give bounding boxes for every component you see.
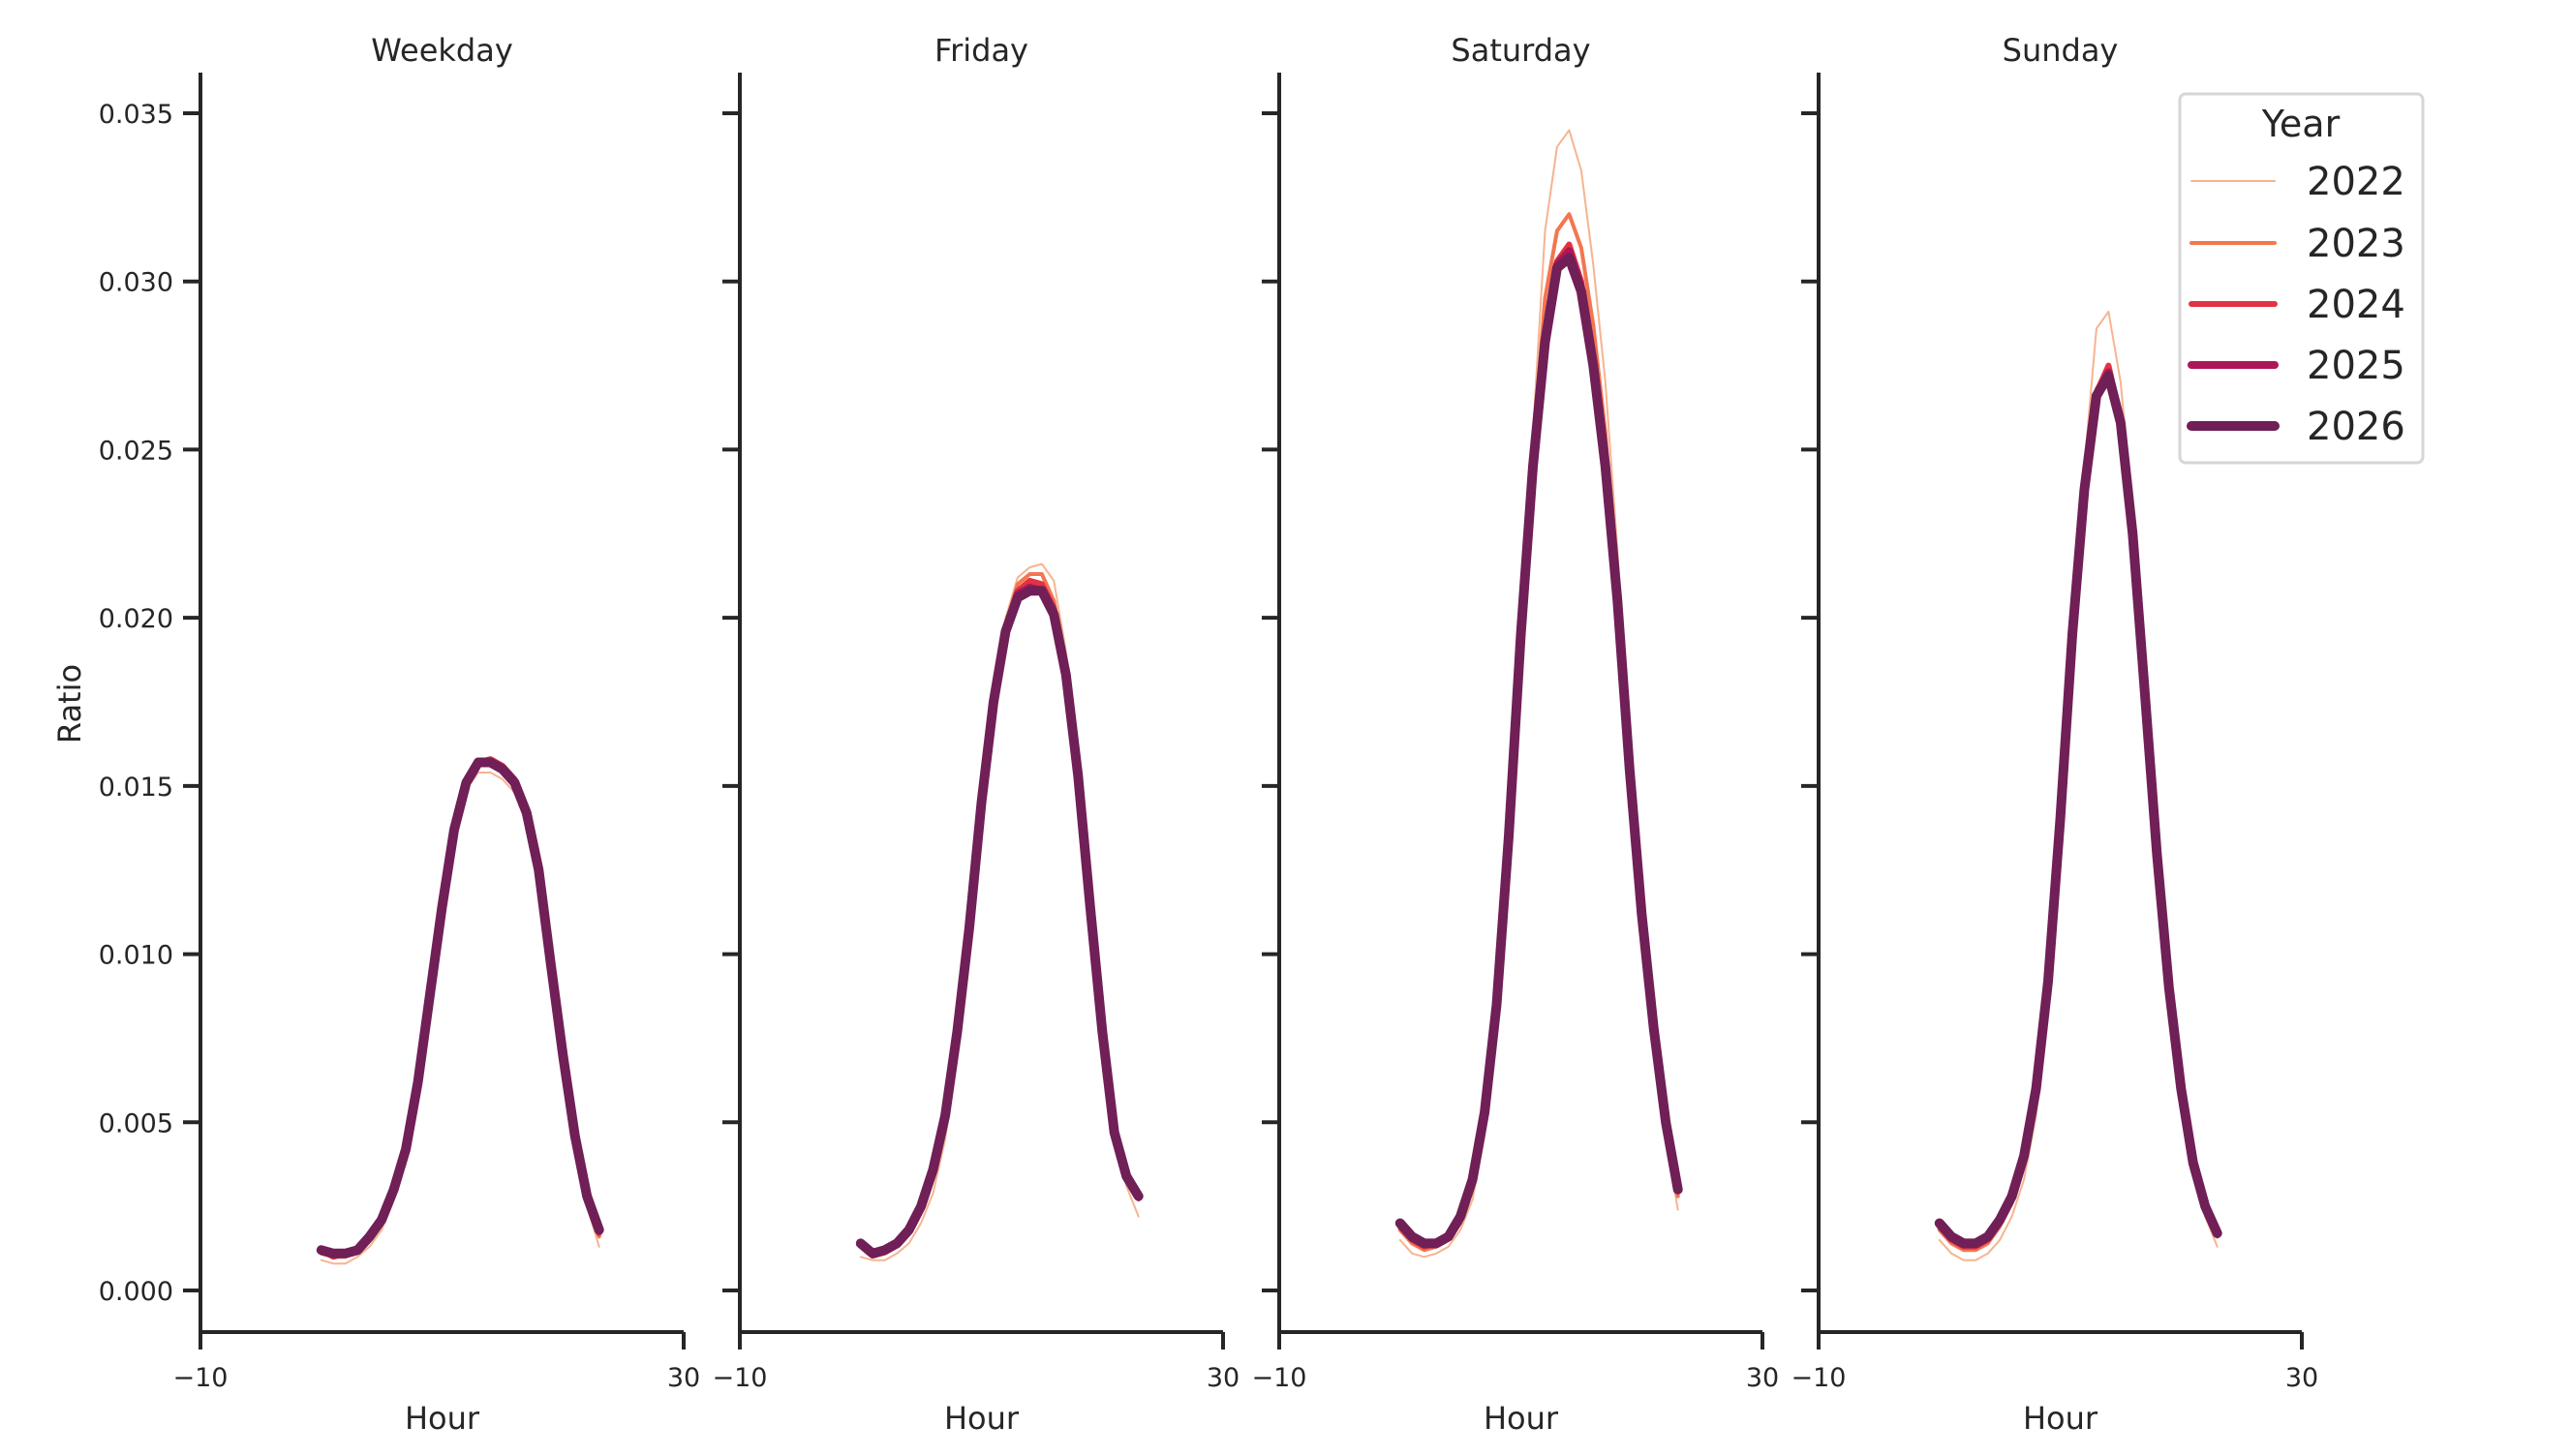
legend-label: 2022 [2307, 160, 2405, 204]
x-tick-label: 30 [667, 1363, 700, 1393]
legend-item-2026: 2026 [2187, 405, 2405, 449]
legend: Year 2022 2023 2024 2025 2026 [2178, 92, 2425, 465]
x-tick-label: 30 [2285, 1363, 2318, 1393]
legend-label: 2023 [2307, 222, 2405, 266]
y-tick-label: 0.005 [99, 1108, 173, 1138]
x-axis-label: Hour [944, 1400, 1020, 1437]
legend-label: 2025 [2307, 344, 2405, 388]
x-tick-label: −10 [173, 1363, 229, 1393]
legend-label: 2024 [2307, 283, 2405, 327]
panel-sunday: Sunday −10 30 Hour [1791, 32, 2319, 1437]
series-line-2022 [1398, 129, 1679, 1259]
x-tick-label: 30 [1746, 1363, 1779, 1393]
panel-title: Saturday [1451, 32, 1590, 69]
legend-entries: 2022 2023 2024 2025 2026 [2187, 160, 2405, 449]
legend-item-2024: 2024 [2189, 283, 2405, 327]
panel-weekday: Weekday 0.000 0.005 0.010 0.015 0.020 0.025 0.0… [99, 32, 700, 1437]
panel-title: Friday [934, 32, 1028, 69]
panel-friday: Friday −10 30 Hour [713, 32, 1240, 1437]
x-tick-label: −10 [1252, 1363, 1307, 1393]
x-axis-label: Hour [2023, 1400, 2098, 1437]
legend-item-2025: 2025 [2188, 344, 2405, 388]
series-line-2026 [1934, 371, 2222, 1249]
legend-label: 2026 [2307, 405, 2405, 449]
x-tick-label: −10 [713, 1363, 768, 1393]
series-line-2023 [1937, 367, 2220, 1253]
series-line-2026 [855, 586, 1144, 1259]
panel-title: Weekday [371, 32, 513, 69]
y-tick-label: 0.010 [99, 941, 173, 971]
series-line-2026 [1394, 253, 1683, 1249]
legend-item-2023: 2023 [2189, 222, 2405, 266]
series-line-2026 [316, 757, 604, 1259]
y-tick-label: 0.025 [99, 436, 173, 466]
y-tick-label: 0.035 [99, 100, 173, 130]
y-tick-label: 0.030 [99, 268, 173, 298]
x-axis-label: Hour [1484, 1400, 1559, 1437]
legend-title: Year [2261, 103, 2341, 145]
series-line-2025 [1935, 368, 2221, 1248]
facet-panels: Weekday 0.000 0.005 0.010 0.015 0.020 0.025 0.0… [99, 32, 2318, 1437]
x-tick-label: 30 [1207, 1363, 1240, 1393]
series-line-2022 [1938, 311, 2219, 1261]
y-tick-label: 0.020 [99, 604, 173, 634]
y-axis-label: Ratio [51, 664, 88, 743]
y-tick-label: 0.015 [99, 773, 173, 803]
x-axis-label: Hour [405, 1400, 480, 1437]
legend-item-2022: 2022 [2190, 160, 2405, 204]
panel-title: Sunday [2003, 32, 2119, 69]
x-tick-label: −10 [1791, 1363, 1847, 1393]
legend-frame [2178, 92, 2425, 465]
y-tick-label: 0.000 [99, 1277, 173, 1307]
panel-saturday: Saturday −10 30 Hour [1252, 32, 1780, 1437]
series-line-2024 [1936, 362, 2220, 1250]
